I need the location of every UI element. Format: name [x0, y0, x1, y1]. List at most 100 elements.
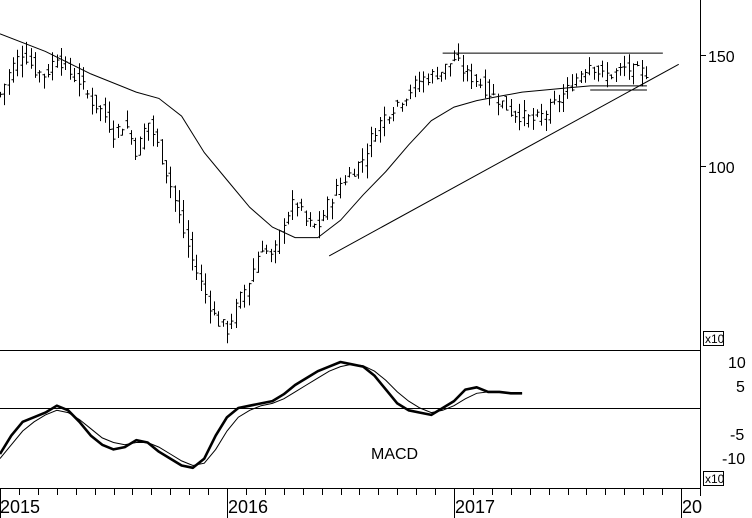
ohlc-bar — [352, 168, 357, 177]
ohlc-bar — [238, 291, 243, 309]
ohlc-bar — [98, 105, 103, 122]
ohlc-bar — [181, 199, 186, 239]
ohlc-bar — [216, 311, 221, 327]
macd-line — [0, 360, 523, 470]
ohlc-bar — [37, 70, 42, 83]
ohlc-bar — [46, 63, 51, 78]
ohlc-bar — [142, 123, 147, 150]
price-bars — [0, 41, 649, 344]
ohlc-bar — [387, 116, 392, 124]
macd-lines — [0, 360, 523, 470]
ohlc-bar — [334, 178, 339, 196]
ohlc-bar — [212, 301, 217, 316]
year-label-2016: 2016 — [228, 497, 268, 517]
ohlc-bar — [72, 68, 77, 83]
ohlc-bar — [452, 50, 457, 62]
ohlc-bar — [373, 128, 378, 142]
ohlc-bar — [443, 63, 448, 80]
ohlc-bar — [435, 66, 440, 80]
ohlc-bar — [618, 63, 623, 76]
ohlc-bar — [448, 63, 453, 77]
ohlc-bar — [622, 55, 627, 77]
trend-line-1 — [328, 63, 679, 257]
ohlc-bar — [513, 110, 518, 123]
ohlc-bar — [81, 67, 86, 90]
ohlc-bar — [478, 78, 483, 89]
ohlc-bar — [85, 89, 90, 99]
ohlc-bar — [256, 251, 261, 273]
moving-average-line — [0, 33, 647, 239]
macd-panel-label: MACD — [371, 446, 418, 463]
ohlc-bar — [164, 160, 169, 184]
ohlc-bar — [59, 47, 64, 76]
ohlc-bar — [487, 79, 492, 106]
ohlc-bar — [552, 90, 557, 105]
ohlc-bar — [469, 63, 474, 89]
ohlc-bar — [360, 148, 365, 173]
ohlc-bar — [574, 73, 579, 87]
ohlc-bar — [107, 101, 112, 133]
price-overlays — [0, 33, 679, 257]
ohlc-bar — [111, 120, 116, 148]
ohlc-bar — [229, 313, 234, 330]
ohlc-bar — [583, 69, 588, 83]
ohlc-bar — [24, 41, 29, 65]
ohlc-bar — [125, 110, 130, 129]
price-tick-label-150: 150 — [708, 49, 735, 66]
ohlc-bar — [203, 273, 208, 304]
ohlc-bar — [614, 68, 619, 82]
ohlc-bar — [277, 229, 282, 254]
macd-multiplier-label: x10 — [705, 472, 725, 486]
ohlc-bar — [199, 264, 204, 292]
ohlc-bar — [509, 98, 514, 117]
ohlc-bar — [400, 102, 405, 112]
ohlc-bar — [474, 74, 479, 88]
ohlc-bar — [151, 115, 156, 147]
ohlc-bar — [2, 83, 7, 106]
ohlc-bar — [517, 103, 522, 131]
ohlc-bar — [7, 69, 12, 95]
price-axis: 150 100 x10 — [700, 49, 735, 346]
ohlc-bar — [504, 95, 509, 111]
ohlc-bar — [317, 211, 322, 239]
ohlc-bar — [627, 54, 632, 80]
ohlc-bar — [456, 43, 461, 61]
ohlc-bar — [225, 320, 230, 344]
ohlc-bar — [557, 94, 562, 113]
ohlc-bar — [404, 98, 409, 107]
ohlc-bar — [483, 69, 488, 99]
ohlc-bar — [68, 57, 73, 80]
ohlc-bar — [378, 117, 383, 143]
ohlc-bar — [356, 161, 361, 179]
ohlc-bar — [579, 71, 584, 84]
ohlc-bar — [365, 143, 370, 179]
ohlc-bar — [413, 75, 418, 98]
ohlc-bar — [343, 175, 348, 186]
ohlc-bar — [644, 66, 649, 80]
ohlc-bar — [221, 319, 226, 327]
ohlc-bar — [11, 57, 16, 83]
ohlc-bar — [548, 98, 553, 124]
ohlc-bar — [304, 210, 309, 226]
ohlc-bar — [116, 123, 121, 138]
year-label-2018: 20 — [682, 497, 702, 517]
ohlc-bar — [631, 63, 636, 85]
ohlc-bar — [190, 231, 195, 271]
ohlc-bar — [596, 65, 601, 82]
ohlc-bar — [194, 254, 199, 280]
ohlc-bar — [640, 59, 645, 87]
ohlc-bar — [90, 87, 95, 115]
ohlc-bar — [273, 240, 278, 264]
macd-tick-label-neg10: -10 — [722, 451, 745, 468]
ohlc-bar — [63, 56, 68, 70]
ohlc-bar — [570, 74, 575, 92]
ohlc-bar — [234, 298, 239, 329]
ohlc-bar — [544, 110, 549, 131]
macd-signal-line — [0, 363, 523, 467]
ohlc-bar — [308, 212, 313, 227]
ohlc-bar — [42, 73, 47, 89]
ohlc-bar — [0, 91, 3, 98]
ohlc-bar — [500, 100, 505, 109]
ohlc-bar — [587, 57, 592, 76]
